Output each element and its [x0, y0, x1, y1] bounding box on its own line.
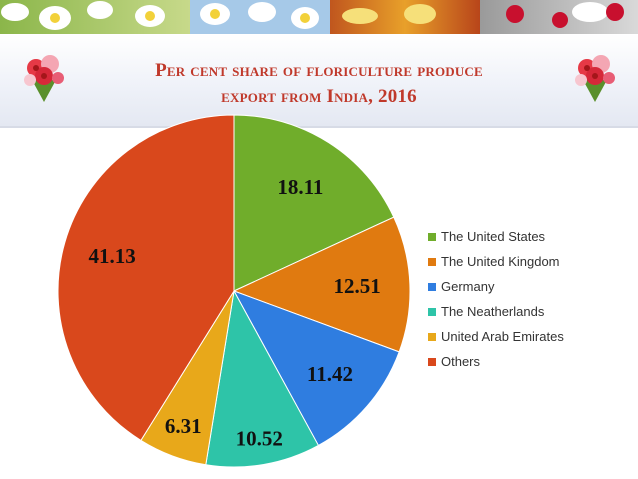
legend-label: The United States [441, 229, 546, 244]
data-label-germany: 11.42 [307, 362, 353, 386]
data-label-the-united-kingdom: 12.51 [333, 274, 380, 298]
legend-swatch [428, 307, 436, 316]
decorative-flower-banner [0, 0, 638, 34]
legend-swatch [428, 282, 436, 291]
pie-slice-germany [232, 290, 400, 447]
legend-item-others: Others [428, 349, 564, 374]
legend-label: The Neatherlands [441, 304, 545, 319]
title-band [0, 34, 638, 128]
legend-label: Germany [441, 279, 495, 294]
data-label-the-neatherlands: 10.52 [236, 426, 283, 450]
legend-item-the-neatherlands: The Neatherlands [428, 299, 564, 324]
pie-slice-the-united-kingdom [232, 216, 411, 353]
legend-item-germany: Germany [428, 274, 564, 299]
legend-label: United Arab Emirates [441, 329, 564, 344]
data-label-the-united-states: 18.11 [277, 175, 323, 199]
legend-item-united-arab-emirates: United Arab Emirates [428, 324, 564, 349]
chart-title-line-2: export from India, 2016 [221, 86, 417, 107]
legend-item-the-united-states: The United States [428, 224, 564, 249]
pie-slice-others [57, 114, 235, 442]
legend-item-the-united-kingdom: The United Kingdom [428, 249, 564, 274]
data-label-united-arab-emirates: 6.31 [165, 414, 202, 438]
chart-title-line-1: Per cent share of floriculture produce [155, 60, 483, 81]
data-label-others: 41.13 [89, 244, 136, 268]
rose-bouquet-icon [573, 50, 617, 109]
rose-bouquet-icon [22, 50, 66, 109]
chart-title: Per cent share of floriculture produce e… [70, 58, 568, 110]
legend-swatch [428, 357, 436, 366]
legend-label: The United Kingdom [441, 254, 560, 269]
pie-slice-the-united-states [233, 114, 395, 292]
legend-swatch [428, 332, 436, 341]
legend-swatch [428, 257, 436, 266]
legend-label: Others [441, 354, 481, 369]
pie-slice-the-neatherlands [205, 289, 320, 468]
legend-swatch [428, 232, 436, 241]
chart-legend: The United States The United Kingdom Germa… [428, 224, 564, 374]
